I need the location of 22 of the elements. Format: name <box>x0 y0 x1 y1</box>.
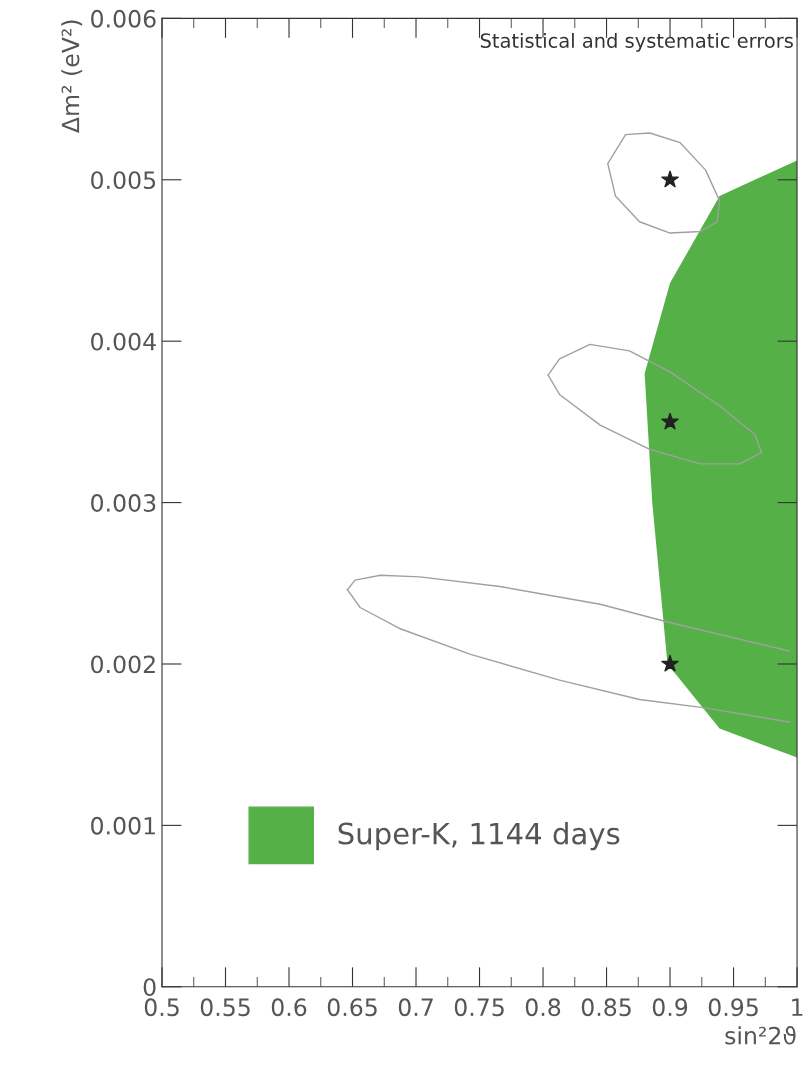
x-tick-label: 0.55 <box>200 998 250 1017</box>
x-tick-label: 0.95 <box>708 998 758 1017</box>
y-tick-label: 0.006 <box>91 9 156 28</box>
legend-label: Super-K, 1144 days <box>338 822 620 851</box>
x-tick-label: 0.75 <box>454 998 504 1017</box>
x-tick-label: 0.9 <box>652 998 688 1017</box>
y-tick-label: 0.005 <box>91 171 156 190</box>
annotation: Statistical and systematic errors <box>480 32 793 52</box>
y-tick-label: 0 <box>143 978 156 997</box>
y-tick-label: 0.004 <box>91 332 156 351</box>
x-axis-title: sin²2ϑ <box>725 1026 796 1045</box>
y-tick-label: 0.002 <box>91 655 155 674</box>
x-tick-label: 0.85 <box>581 998 631 1017</box>
x-tick-label: 0.6 <box>271 998 307 1017</box>
x-tick-label: 0.65 <box>327 998 377 1017</box>
x-tick-label: 0.5 <box>144 998 179 1017</box>
x-tick-label: 0.8 <box>525 998 561 1017</box>
y-tick-label: 0.001 <box>91 816 155 835</box>
y-axis-title: Δm² (eV²) <box>61 20 83 133</box>
x-tick-label: 1 <box>792 998 803 1016</box>
y-tick-label: 0.003 <box>91 494 156 512</box>
x-tick-label: 0.7 <box>398 998 433 1017</box>
